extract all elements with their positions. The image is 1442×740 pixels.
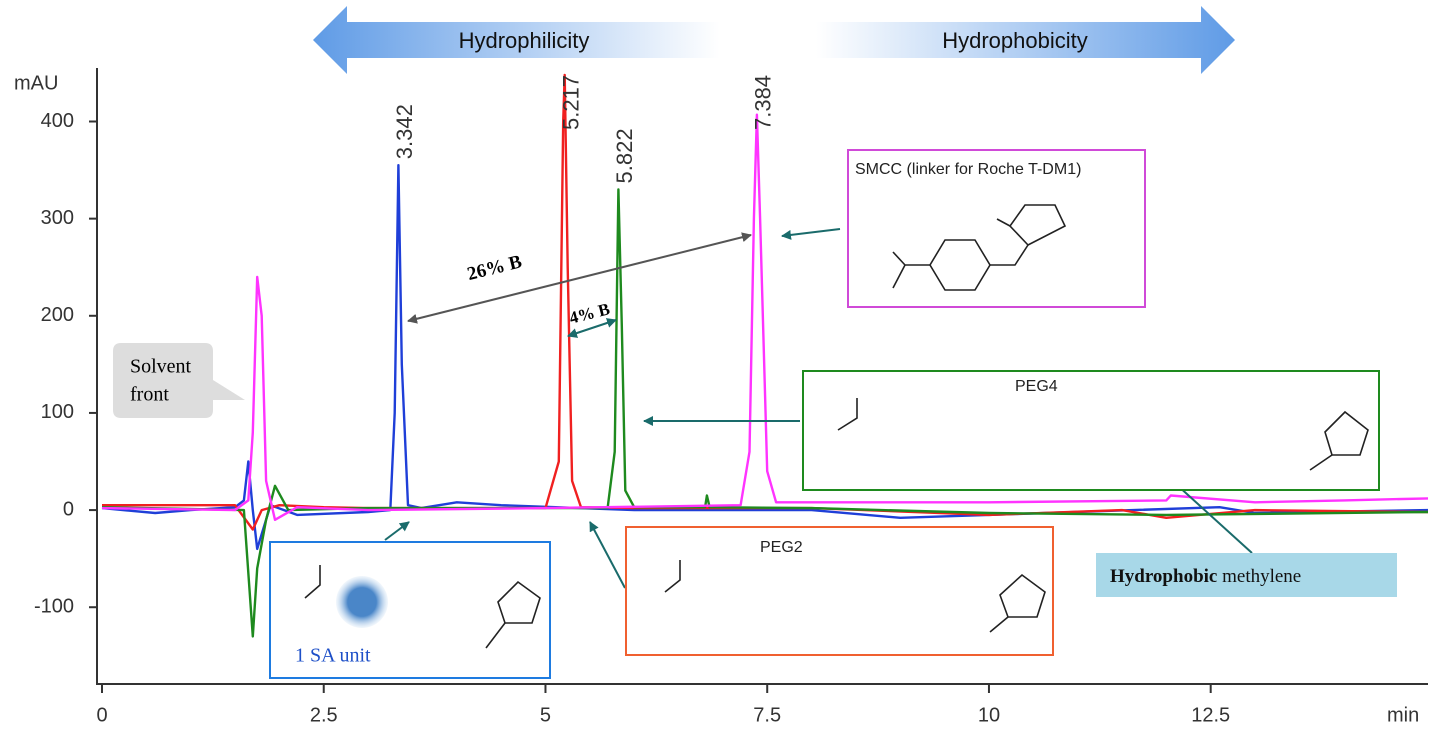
trace [102,73,1429,531]
peak-label: 5.822 [612,128,637,183]
solvent-front-text: Solvent [130,356,192,378]
solvent-front-callout: Solvent front [113,343,245,418]
gap-label: 26% B [465,251,524,285]
note-box [1096,553,1397,597]
x-tick-label: 7.5 [753,704,781,726]
structure [1309,454,1333,471]
sa-box: 1 SA unit [269,541,551,679]
y-tick-label: 400 [41,110,74,132]
structure [989,616,1009,633]
peak-label: 7.384 [751,75,776,130]
traces [101,73,1429,638]
note-bold: Hydrophobic [1110,566,1217,587]
note-text: Hydrophobic methylene [1110,566,1301,587]
y-tick-label: 100 [41,401,74,423]
structure [990,244,1029,266]
trace [101,113,1429,521]
x-tick-label: 5 [540,704,551,726]
hydrophilicity-label: Hydrophilicity [459,28,590,53]
smcc-box: SMCC (linker for Roche T-DM1) [847,149,1146,308]
structure [304,565,321,599]
peg4-box: PEG4 [802,370,1380,491]
structure [1008,204,1067,246]
top-arrows: Hydrophilicity Hydrophobicity [313,6,1235,74]
hydrophobicity-label: Hydrophobicity [942,28,1088,53]
structure [497,580,541,624]
methylene-note: Hydrophobic methylene [1096,553,1397,597]
structure [664,560,681,593]
box [625,526,1054,656]
structure [892,264,906,289]
box [802,370,1380,491]
gap-arrows: 26% B 4% B [407,232,752,338]
structure [1324,410,1369,456]
y-tick-label: 200 [41,304,74,326]
box-title: PEG4 [1015,378,1058,395]
peak-label: 3.342 [392,104,417,159]
pointer-arrows [384,228,1253,589]
pointer [384,521,410,541]
peg2-box: PEG2 [625,526,1054,656]
hydrophilicity-arrow [313,6,720,74]
y-tick-label: 300 [41,207,74,229]
structure [996,218,1011,227]
x-tick-label: 10 [978,704,1000,726]
y-axis-label: mAU [14,72,58,94]
gap-arrow [407,232,752,324]
sa-unit-label: 1 SA unit [295,645,371,667]
solvent-front-text: front [130,384,169,406]
box-title: PEG2 [760,539,803,556]
hydrophobicity-arrow [816,6,1235,74]
axes: mAU min -100 0 100 200 300 400 0 2.5 5 7.5 10 12.5 [14,68,1428,726]
x-tick-label: 12.5 [1191,704,1230,726]
structure [837,398,858,431]
x-tick-label: 2.5 [310,704,338,726]
structure [999,573,1046,618]
peak-labels: 3.342 5.217 5.822 7.384 [392,75,776,184]
structure [485,622,506,649]
y-tick-label: 0 [63,498,74,520]
x-axis-label: min [1387,704,1419,726]
gap-arrow [567,318,617,338]
y-tick-label: -100 [34,596,74,618]
callout-bubble [113,343,245,418]
box [269,541,551,679]
sa-unit-bead [336,576,388,628]
box-title: SMCC (linker for Roche T-DM1) [855,161,1081,178]
peak-label: 5.217 [559,75,584,130]
trace [101,164,1429,551]
note-rest: methylene [1217,566,1301,587]
x-tick-label: 0 [96,704,107,726]
trace [101,188,1429,638]
pointer [781,228,841,240]
pointer [589,521,626,589]
